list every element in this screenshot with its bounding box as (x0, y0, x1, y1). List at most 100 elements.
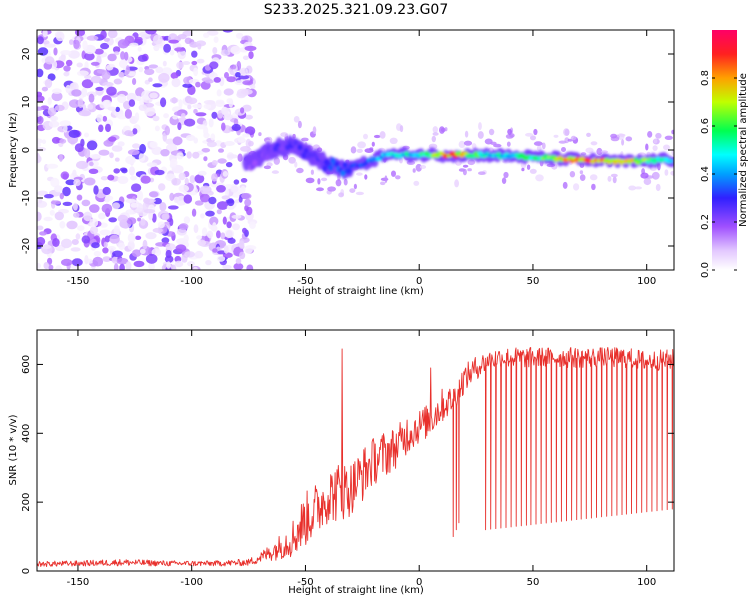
noise-blob (37, 111, 41, 118)
ridge-core-blob (342, 161, 348, 169)
noise-blob (134, 112, 140, 122)
noise-blob (169, 49, 175, 56)
halo-blob (395, 175, 401, 180)
noise-blob (108, 217, 117, 223)
halo-blob (625, 136, 633, 142)
noise-blob (184, 251, 196, 258)
noise-blob (52, 238, 60, 247)
noise-blob (127, 149, 140, 156)
noise-blob (126, 209, 134, 215)
snr-panel: -150 -100 -50 0 50 100 0 200 400 600 Height of s… (8, 329, 675, 596)
noise-blob (55, 265, 62, 270)
noise-blob (114, 157, 120, 162)
noise-blob (211, 111, 218, 119)
noise-blob (47, 107, 57, 116)
noise-blob (99, 229, 112, 236)
noise-blob (196, 235, 203, 240)
noise-blob (41, 86, 49, 92)
noise-blob (98, 212, 106, 220)
noise-blob (238, 240, 245, 249)
snr-x-tick-label: 50 (527, 577, 540, 588)
noise-blob (37, 115, 44, 125)
figure-title: S233.2025.321.09.23.G07 (264, 2, 449, 18)
halo-blob (521, 167, 525, 172)
noise-blob (222, 171, 229, 177)
noise-blob (50, 177, 60, 188)
noise-blob (37, 211, 42, 222)
noise-blob (165, 243, 176, 251)
halo-blob (305, 177, 315, 184)
noise-blob (126, 92, 137, 102)
noise-blob (158, 183, 166, 191)
noise-blob (81, 87, 88, 98)
noise-blob (186, 151, 192, 159)
noise-blob (172, 136, 183, 146)
noise-blob (183, 194, 193, 204)
noise-blob (89, 226, 99, 235)
spectrogram-x-tick-label: -50 (297, 276, 313, 287)
noise-blob (125, 198, 136, 204)
noise-blob (148, 64, 159, 69)
noise-blob (47, 97, 52, 106)
spectrogram-y-tick-label: -20 (21, 238, 32, 254)
noise-blob (177, 49, 186, 60)
noise-blob (248, 51, 254, 60)
noise-blob (124, 109, 132, 119)
halo-blob (458, 140, 466, 148)
noise-blob (191, 60, 198, 66)
noise-blob (131, 249, 142, 257)
noise-blob (127, 71, 137, 77)
noise-blob (41, 139, 47, 144)
noise-blob (138, 66, 144, 73)
halo-blob (462, 164, 469, 168)
halo-blob (273, 157, 280, 165)
noise-blob (149, 92, 158, 99)
noise-blob (145, 253, 158, 264)
halo-blob (357, 141, 366, 149)
noise-blob (194, 200, 204, 206)
halo-blob (506, 141, 511, 147)
halo-blob (439, 126, 445, 134)
noise-blob (76, 62, 83, 68)
noise-blob (89, 161, 94, 167)
noise-blob (50, 200, 62, 205)
halo-blob (579, 174, 586, 182)
halo-blob (585, 147, 594, 154)
noise-blob (143, 197, 150, 204)
noise-blob (148, 262, 155, 270)
noise-blob (37, 262, 42, 269)
noise-blob (100, 176, 109, 181)
halo-blob (316, 187, 324, 192)
halo-blob (297, 120, 302, 129)
noise-blob (98, 149, 110, 156)
noise-blob (151, 146, 163, 155)
noise-blob (209, 61, 219, 70)
noise-blob (244, 45, 257, 52)
spectrogram-x-tick-label: -100 (180, 276, 203, 287)
noise-blob (89, 204, 100, 213)
noise-blob (161, 237, 170, 244)
halo-blob (567, 138, 573, 142)
noise-blob (201, 148, 211, 153)
noise-blob (218, 148, 224, 153)
noise-blob (106, 64, 114, 71)
noise-blob (77, 70, 89, 77)
halo-blob (258, 132, 262, 137)
halo-blob (463, 140, 473, 146)
noise-blob (242, 55, 249, 61)
halo-blob (601, 150, 608, 154)
halo-blob (653, 138, 658, 144)
halo-blob (432, 132, 439, 136)
spectrogram-x-label: Height of straight line (km) (288, 286, 424, 297)
noise-blob (76, 160, 88, 170)
noise-blob (171, 78, 181, 88)
noise-blob (199, 193, 210, 203)
halo-blob (412, 168, 416, 173)
noise-blob (182, 61, 191, 65)
noise-blob (135, 95, 142, 101)
noise-blob (93, 250, 102, 257)
noise-blob (55, 31, 65, 42)
noise-blob (125, 155, 136, 165)
ridge-core-blob (282, 139, 289, 146)
noise-blob (117, 176, 129, 184)
